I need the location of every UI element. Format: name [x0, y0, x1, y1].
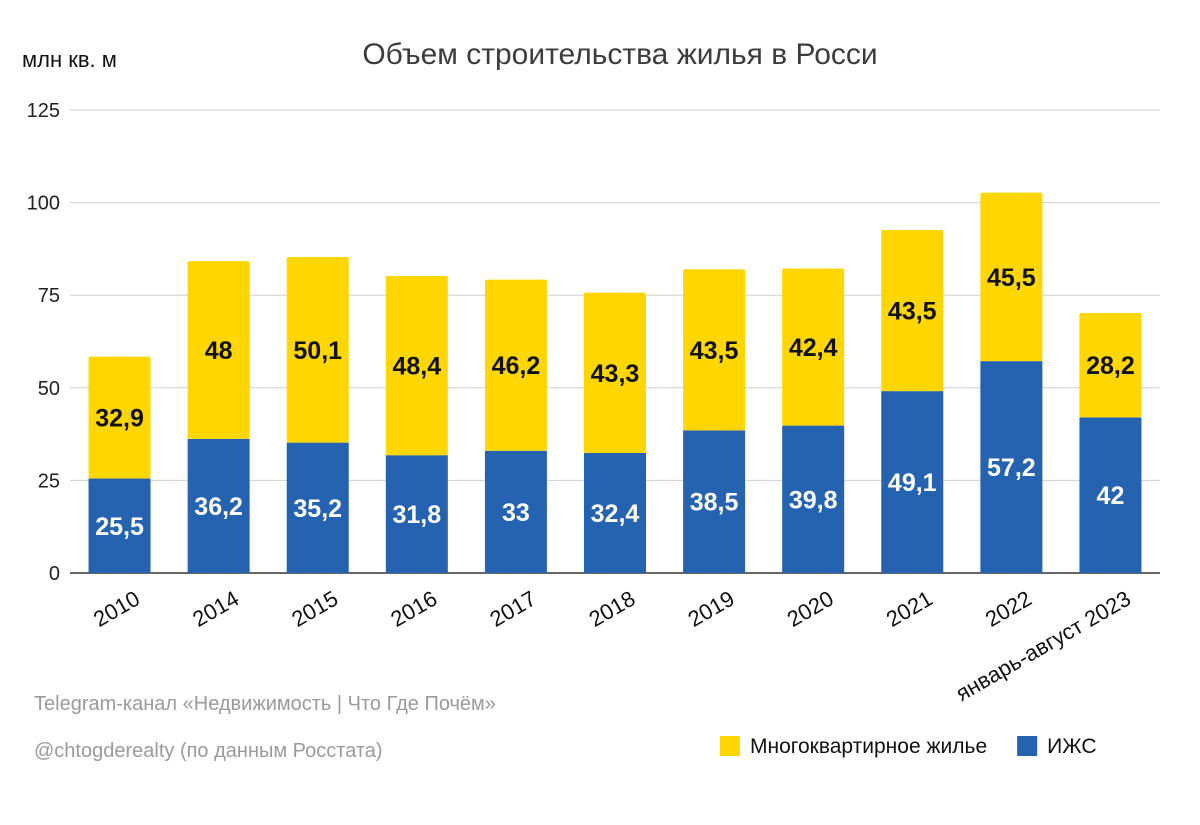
x-tick-label: 2017: [486, 586, 541, 632]
bar-value-label: 57,2: [987, 454, 1036, 482]
bar-value-label: 33: [502, 499, 530, 527]
bar-segment: [782, 425, 845, 573]
bar-segment: [187, 261, 250, 439]
x-tick-label: 2021: [882, 586, 937, 632]
bar-value-label: 28,2: [1086, 352, 1135, 380]
bar-value-label: 35,2: [293, 495, 342, 523]
bar-segment: [584, 292, 646, 453]
bar-value-label: 50,1: [293, 337, 342, 365]
legend-label: ИЖС: [1047, 735, 1096, 758]
bar-value-label: 42: [1097, 482, 1125, 510]
bar-segment: [980, 361, 1043, 573]
bar-segment: [286, 257, 349, 443]
bar-value-label: 36,2: [194, 493, 243, 521]
y-axis-ticks: 0 25 50 75 100 125: [27, 100, 60, 585]
y-axis-unit-label: млн кв. м: [22, 47, 117, 72]
x-tick-label: 2010: [89, 586, 144, 632]
bar-segment: [385, 455, 448, 573]
bar-value-label: 32,4: [591, 500, 640, 528]
bar-value-label: 48: [205, 337, 233, 365]
bar-value-label: 49,1: [888, 469, 937, 497]
bar-segment: [187, 438, 250, 573]
legend-swatch: [720, 736, 740, 756]
bar-value-label: 31,8: [392, 501, 441, 529]
x-tick-label: 2019: [684, 586, 739, 632]
bar-value-label: 43,5: [690, 337, 739, 365]
y-tick-label: 100: [27, 193, 60, 215]
bar-value-label: 32,9: [95, 405, 144, 433]
x-tick-label: 2015: [287, 586, 342, 632]
bars: [88, 192, 1142, 573]
bar-value-label: 42,4: [789, 334, 838, 362]
bar-segment: [881, 391, 944, 573]
data-labels: 25,5 32,9 36,2 48 35,2 50,1 31,8 48,4 33 46,2 32,4…: [95, 264, 1135, 541]
x-tick-label: 2018: [585, 586, 640, 632]
bar-segment: [980, 192, 1043, 362]
x-axis-ticks: 2010 2014 2015 2016 2017 2018 2019 2020 2021 2022…: [89, 586, 1135, 706]
x-tick-label: 2016: [386, 586, 441, 632]
bar-segment: [484, 450, 547, 573]
legend-label: Многоквартирное жилье: [750, 735, 987, 758]
x-tick-label: январь-август 2023: [951, 586, 1135, 706]
bar-value-label: 39,8: [789, 486, 838, 514]
bar-value-label: 43,3: [591, 360, 640, 388]
y-tick-label: 25: [38, 470, 60, 492]
bar-value-label: 46,2: [492, 352, 541, 380]
legend: Многоквартирное жилье ИЖС: [720, 735, 1097, 758]
bar-segment: [385, 275, 448, 456]
y-tick-label: 125: [27, 100, 60, 122]
bar-value-label: 43,5: [888, 298, 937, 326]
bar-segment: [584, 452, 646, 573]
bar-segment: [782, 268, 845, 426]
bar-segment: [484, 279, 547, 451]
y-tick-label: 50: [38, 378, 60, 400]
source-line-2: @chtogderealty (по данным Росстата): [34, 740, 383, 762]
bar-segment: [683, 269, 746, 431]
bar-segment: [1079, 417, 1142, 573]
bar-value-label: 25,5: [95, 513, 144, 541]
bar-segment: [88, 478, 151, 573]
chart-title: Объем строительства жилья в Росси: [362, 38, 877, 71]
y-tick-label: 0: [49, 563, 60, 585]
bar-segment: [1079, 312, 1142, 418]
bar-segment: [881, 230, 944, 392]
bar-segment: [286, 442, 349, 573]
bar-value-label: 48,4: [392, 353, 441, 381]
x-tick-label: 2022: [981, 586, 1036, 632]
x-tick-label: 2020: [783, 586, 838, 632]
source-line-1: Telegram-канал «Недвижимость | Что Где П…: [34, 693, 496, 715]
bar-value-label: 45,5: [987, 264, 1036, 292]
x-tick-label: 2014: [188, 586, 243, 632]
bar-value-label: 38,5: [690, 489, 739, 517]
y-tick-label: 75: [38, 285, 60, 307]
bar-segment: [88, 356, 151, 479]
bar-segment: [683, 430, 746, 573]
legend-swatch: [1017, 736, 1038, 756]
